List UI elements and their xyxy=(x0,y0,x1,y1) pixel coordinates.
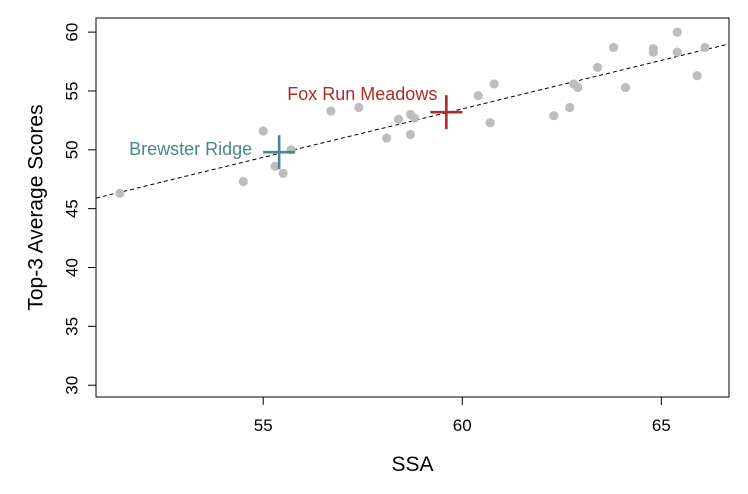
data-point xyxy=(608,42,619,53)
data-point xyxy=(620,82,631,93)
data-point xyxy=(573,82,583,93)
data-point xyxy=(648,47,658,57)
data-point xyxy=(238,177,248,187)
plot-frame xyxy=(95,17,730,398)
x-tick-label: 55 xyxy=(254,416,273,435)
y-tick-label: 60 xyxy=(63,23,82,42)
data-point xyxy=(354,102,364,113)
x-axis: 55 60 65 xyxy=(254,397,671,435)
data-point xyxy=(565,102,575,113)
highlight-label: Brewster Ridge xyxy=(129,139,252,159)
highlighted-points: Brewster Ridge Fox Run Meadows xyxy=(129,84,463,170)
data-point xyxy=(393,114,404,124)
data-point xyxy=(489,79,499,89)
x-axis-label: SSA xyxy=(391,453,433,476)
data-point xyxy=(405,129,416,140)
data-point xyxy=(409,113,420,123)
data-point xyxy=(270,161,280,171)
y-tick-label: 30 xyxy=(63,376,82,395)
y-tick-label: 35 xyxy=(63,317,82,336)
data-points xyxy=(115,27,710,198)
y-tick-label: 40 xyxy=(63,258,82,277)
data-point xyxy=(258,126,268,136)
data-point xyxy=(700,42,710,53)
data-point xyxy=(278,168,288,178)
data-point xyxy=(473,91,483,101)
y-axis-label: Top-3 Average Scores xyxy=(25,104,48,310)
x-tick-label: 60 xyxy=(453,416,472,435)
data-point xyxy=(672,47,682,57)
y-tick-label: 45 xyxy=(63,199,82,218)
x-tick-label: 65 xyxy=(652,416,671,435)
y-tick-label: 50 xyxy=(63,140,82,159)
data-point xyxy=(115,188,125,198)
data-point xyxy=(593,62,603,73)
data-point xyxy=(549,111,559,121)
highlight-label: Fox Run Meadows xyxy=(287,84,437,104)
data-point xyxy=(692,71,702,81)
data-point xyxy=(382,133,392,143)
data-point xyxy=(485,118,495,128)
data-point xyxy=(326,106,336,116)
y-axis: 30 35 40 45 50 55 60 xyxy=(63,23,96,395)
data-point xyxy=(672,27,682,37)
y-tick-label: 55 xyxy=(63,82,82,101)
